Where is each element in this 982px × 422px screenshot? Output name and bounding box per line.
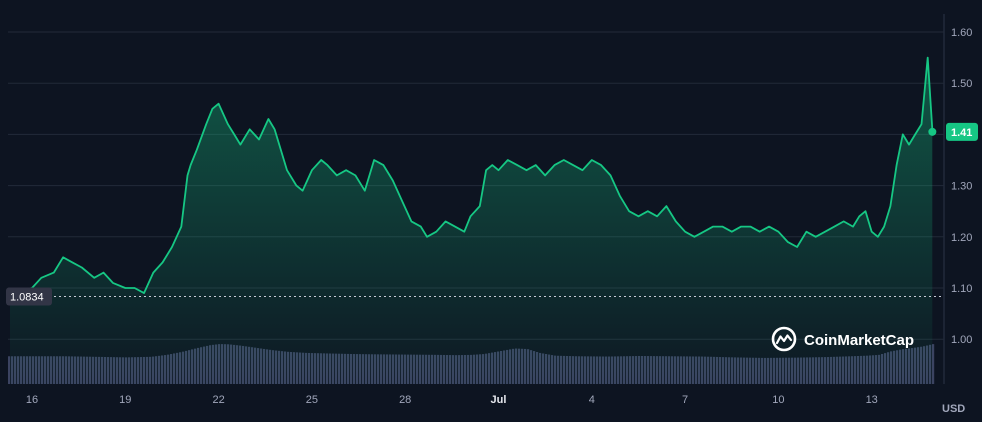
x-tick-label: 25	[306, 394, 318, 406]
y-tick-label: 1.30	[951, 181, 972, 193]
current-price-label: 1.41	[951, 127, 972, 139]
x-tick-label: 10	[772, 394, 784, 406]
y-axis: 1.601.501.401.301.201.101.00	[951, 27, 972, 346]
x-tick-label: Jul	[491, 394, 507, 406]
volume-bar	[932, 344, 935, 384]
price-line	[9, 56, 934, 294]
current-price-dot	[928, 127, 937, 136]
price-area	[10, 57, 933, 384]
brand-watermark: CoinMarketCap	[771, 326, 914, 352]
volume-bar	[8, 356, 11, 384]
reference-value-label: 1.0834	[10, 291, 44, 303]
y-tick-label: 1.60	[951, 27, 972, 39]
x-tick-label: 16	[26, 394, 38, 406]
reference-badge: 1.0834	[6, 287, 52, 306]
x-tick-label: 28	[399, 394, 411, 406]
x-tick-label: 7	[682, 394, 688, 406]
y-tick-label: 1.50	[951, 78, 972, 90]
x-tick-label: 22	[212, 394, 224, 406]
unit-label: USD	[942, 403, 965, 415]
x-tick-label: 19	[119, 394, 131, 406]
x-tick-label: 13	[866, 394, 878, 406]
current-price-badge: 1.41	[946, 122, 978, 141]
y-tick-label: 1.20	[951, 232, 972, 244]
y-tick-label: 1.10	[951, 283, 972, 295]
y-tick-label: 1.00	[951, 334, 972, 346]
coinmarketcap-logo-icon	[771, 326, 797, 352]
brand-name: CoinMarketCap	[804, 332, 914, 349]
x-axis: 16 19 22 25 28 Jul 4 7 10 13	[26, 394, 878, 406]
x-tick-label: 4	[589, 394, 595, 406]
